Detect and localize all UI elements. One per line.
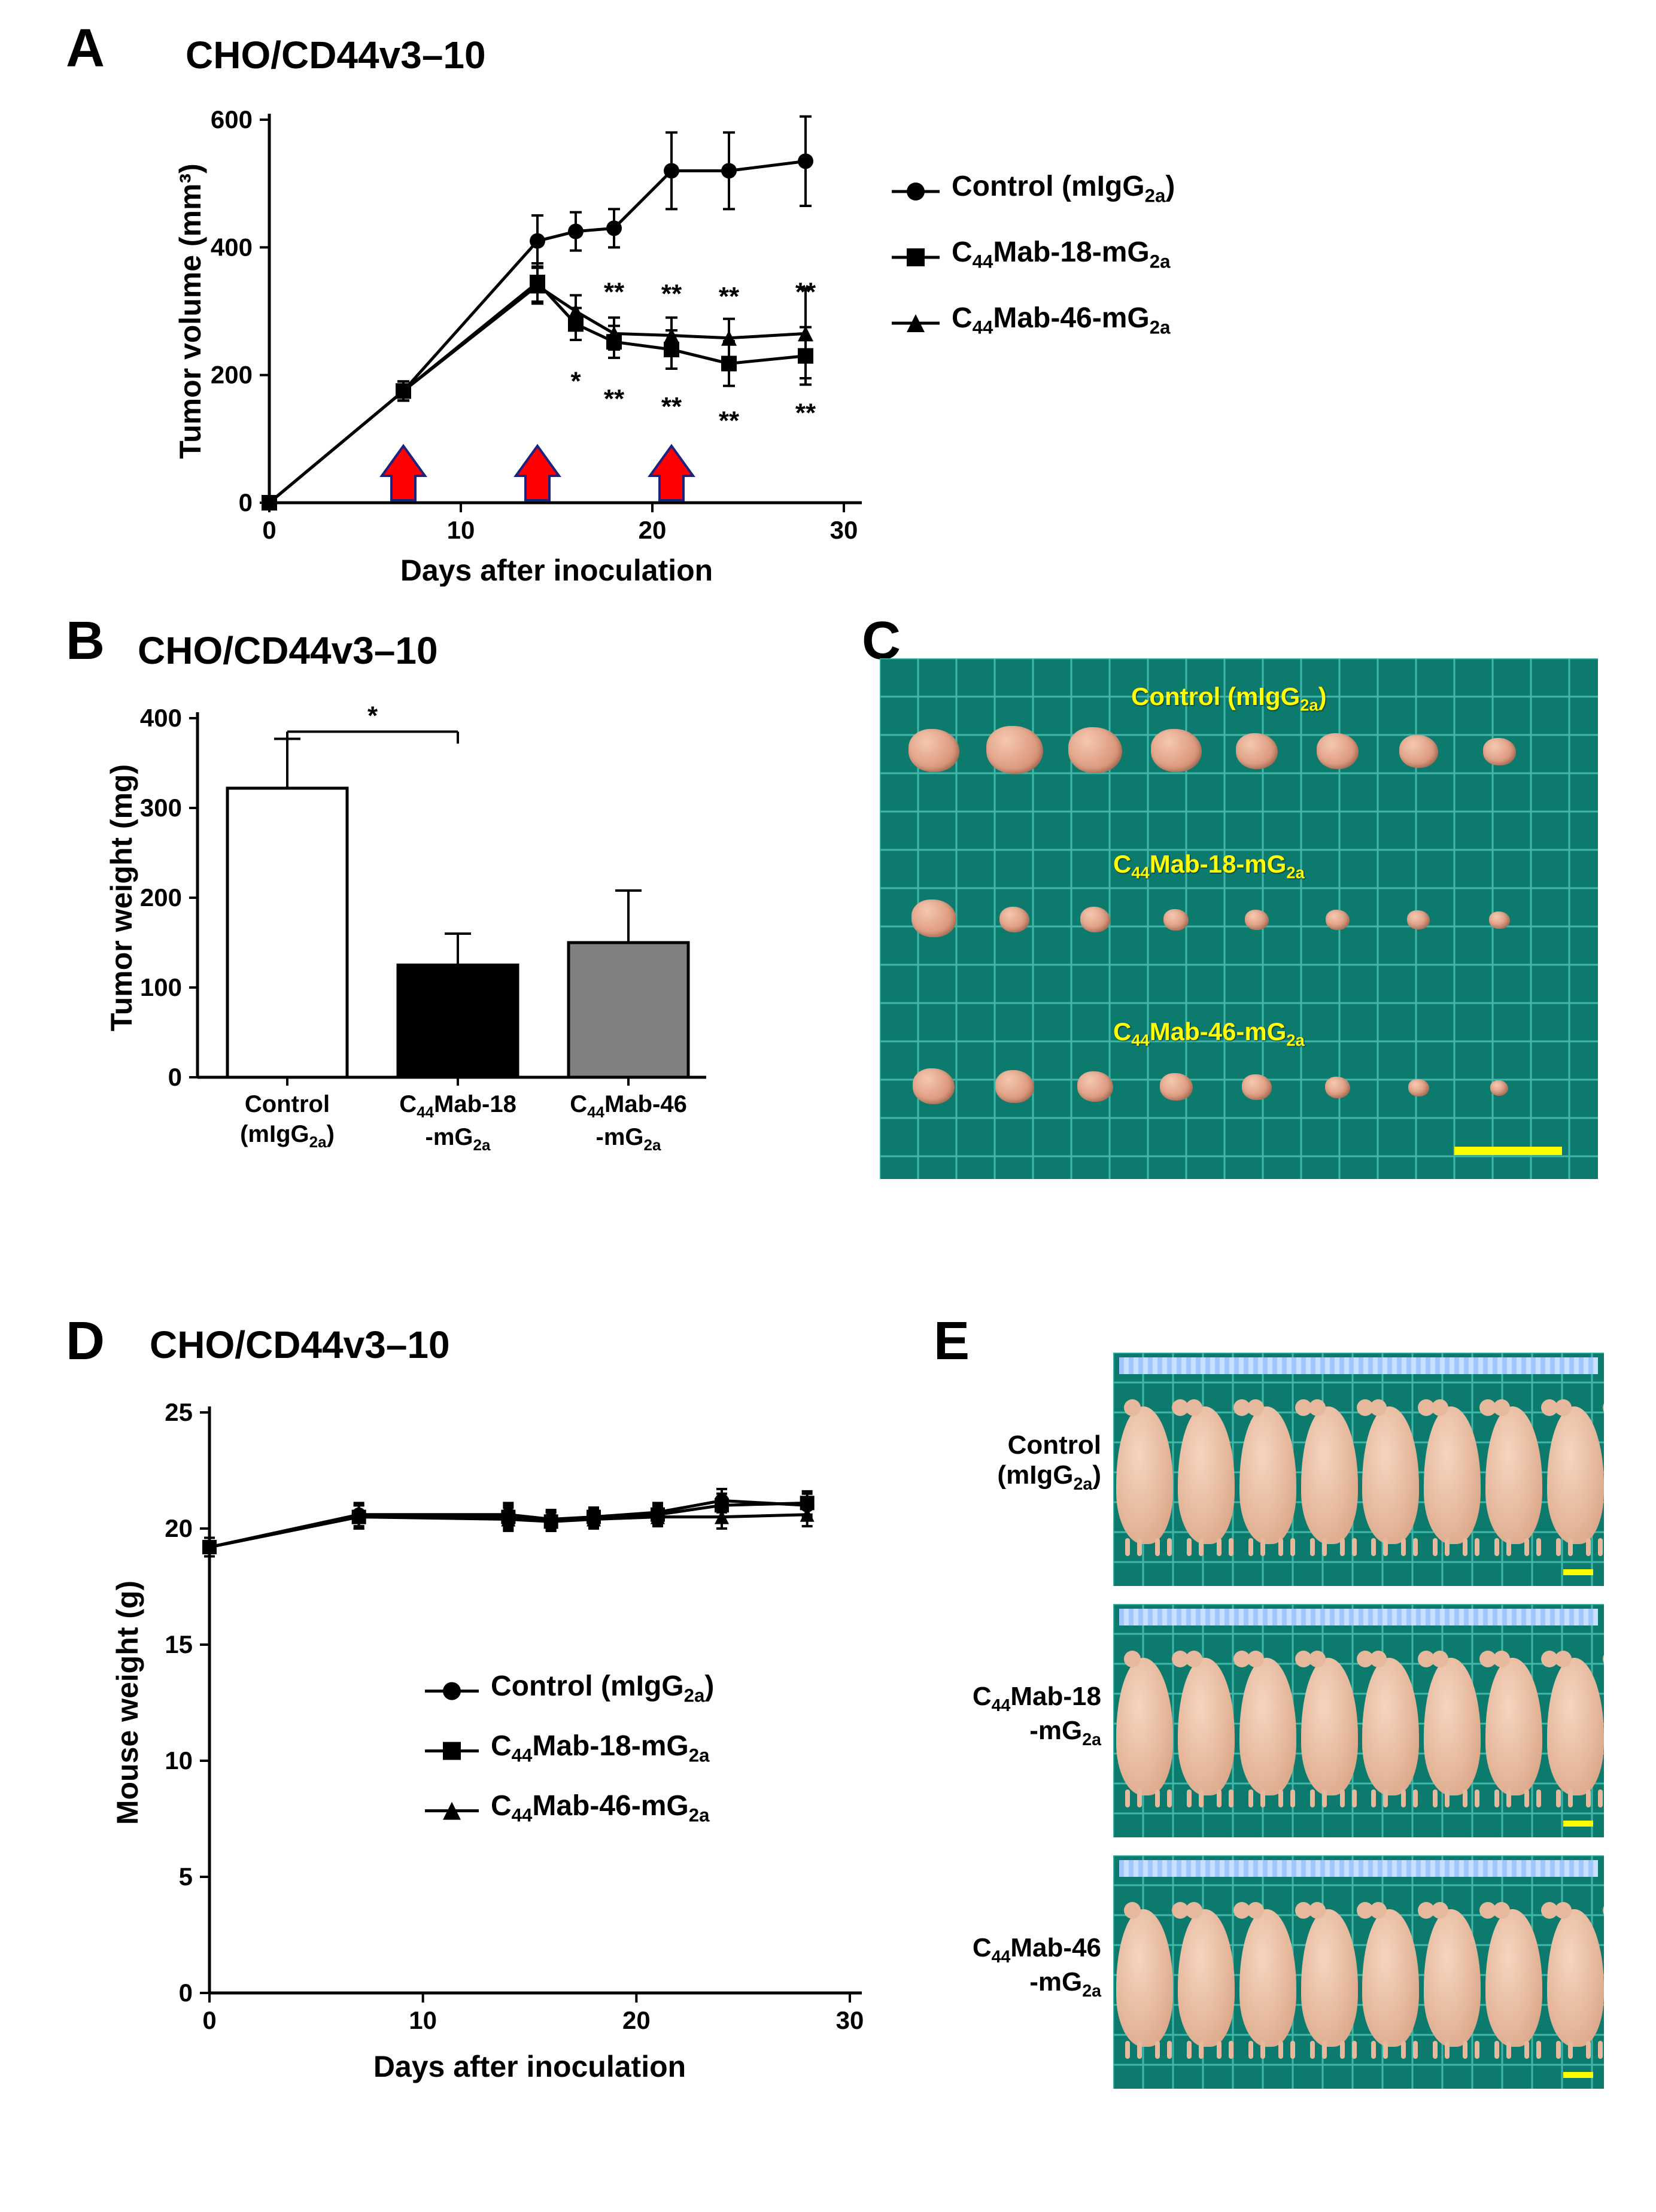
tumor-sample [1160, 1073, 1193, 1101]
tumor-row-label: C44Mab-18-mG2a [1113, 850, 1305, 882]
svg-text:**: ** [661, 392, 682, 421]
injection-arrow [382, 446, 425, 500]
svg-text:10: 10 [165, 1746, 193, 1775]
panel-a-label: A [66, 18, 105, 80]
svg-text:0: 0 [262, 516, 276, 544]
mice-row-photo [1113, 1604, 1604, 1837]
tumor-volume-linechart: 0 10 20 30 0 200 400 600 Days after inoculation T… [174, 96, 1221, 587]
tumor-sample [1236, 733, 1278, 769]
tumor-sample [908, 729, 959, 772]
svg-text:Days after inoculation: Days after inoculation [400, 554, 713, 587]
svg-text:20: 20 [639, 516, 667, 544]
tumor-sample [1242, 1074, 1272, 1100]
tumor-sample [1483, 738, 1516, 766]
panel-d-title: CHO/CD44v3–10 [150, 1323, 450, 1367]
tumor-sample [1245, 910, 1269, 930]
svg-text:**: ** [604, 384, 625, 414]
svg-text:200: 200 [140, 883, 182, 911]
svg-text:5: 5 [179, 1862, 193, 1891]
mice-row-label: Control(mIgG2a) [958, 1430, 1101, 1494]
panel-b-title: CHO/CD44v3–10 [138, 628, 438, 673]
tumor-row-label: Control (mIgG2a) [1131, 682, 1327, 715]
svg-text:*: * [570, 366, 581, 396]
tumor-sample [1408, 1079, 1429, 1097]
svg-text:600: 600 [211, 105, 253, 133]
mice-photo-panel: Control(mIgG2a) C44Mab-18-mG2a C44Mab-46-m… [958, 1353, 1616, 2161]
svg-text:25: 25 [165, 1398, 193, 1426]
tumor-sample [999, 907, 1029, 932]
tumor-sample [1077, 1071, 1113, 1102]
mouse-weight-linechart: 0 10 20 30 0 5 10 15 20 25 Days after inoculation M… [96, 1377, 934, 2107]
svg-text:15: 15 [165, 1630, 193, 1658]
svg-text:20: 20 [622, 2006, 651, 2034]
mice-row-label: C44Mab-46-mG2a [958, 1933, 1101, 2001]
panel-b-label: B [66, 610, 105, 672]
svg-text:Mouse weight (g): Mouse weight (g) [111, 1581, 144, 1825]
tumor-weight-barchart: 0100200300400Tumor weight (mg)Control(mI… [96, 682, 754, 1221]
tumor-sample [1151, 729, 1202, 772]
svg-text:Tumor weight (mg): Tumor weight (mg) [105, 764, 138, 1031]
svg-text:100: 100 [140, 973, 182, 1001]
tumor-sample [1325, 1077, 1350, 1098]
mice-row-photo [1113, 1855, 1604, 2089]
svg-text:200: 200 [211, 361, 253, 389]
tumor-sample [1317, 733, 1359, 769]
tumor-sample [1163, 909, 1189, 931]
svg-text:*: * [367, 701, 378, 731]
svg-text:0: 0 [179, 1979, 193, 2007]
scale-bar [1563, 1569, 1593, 1575]
svg-text:20: 20 [165, 1514, 193, 1542]
svg-text:400: 400 [140, 704, 182, 732]
svg-text:0: 0 [202, 2006, 216, 2034]
svg-text:400: 400 [211, 233, 253, 261]
injection-arrow [650, 446, 693, 500]
injection-arrow [516, 446, 559, 500]
scale-bar [1563, 1821, 1593, 1827]
tumor-row-label: C44Mab-46-mG2a [1113, 1017, 1305, 1050]
tumor-sample [913, 1068, 955, 1104]
svg-text:Days after inoculation: Days after inoculation [373, 2050, 686, 2083]
svg-text:**: ** [719, 282, 740, 311]
scale-bar [1563, 2072, 1593, 2078]
svg-text:0: 0 [168, 1063, 182, 1091]
tumor-sample [1326, 910, 1350, 930]
mice-row-photo [1113, 1353, 1604, 1586]
scale-bar [1454, 1147, 1562, 1155]
tumor-sample [1399, 735, 1438, 768]
tumor-sample [911, 900, 956, 938]
mice-row-label: C44Mab-18-mG2a [958, 1682, 1101, 1750]
svg-text:Tumor volume (mm³): Tumor volume (mm³) [174, 163, 207, 459]
svg-text:**: ** [661, 279, 682, 309]
tumor-sample [1489, 911, 1510, 929]
tumor-sample [986, 726, 1043, 774]
svg-text:**: ** [795, 277, 816, 306]
svg-text:10: 10 [447, 516, 475, 544]
panel-a-title: CHO/CD44v3–10 [186, 33, 486, 77]
svg-text:**: ** [604, 277, 625, 306]
svg-text:30: 30 [836, 2006, 864, 2034]
tumor-sample [995, 1070, 1034, 1103]
svg-text:10: 10 [409, 2006, 437, 2034]
tumor-sample [1068, 727, 1122, 773]
svg-text:**: ** [719, 406, 740, 435]
svg-text:**: ** [795, 399, 816, 428]
tumor-sample [1407, 910, 1430, 929]
panel-d-label: D [66, 1311, 105, 1372]
tumor-sample [1490, 1080, 1508, 1096]
svg-text:0: 0 [239, 488, 253, 516]
svg-text:300: 300 [140, 794, 182, 822]
svg-text:30: 30 [830, 516, 858, 544]
tumor-photo: Control (mIgG2a) C44Mab-18-mG2a C44Mab-46-… [880, 658, 1598, 1179]
tumor-sample [1080, 907, 1110, 932]
